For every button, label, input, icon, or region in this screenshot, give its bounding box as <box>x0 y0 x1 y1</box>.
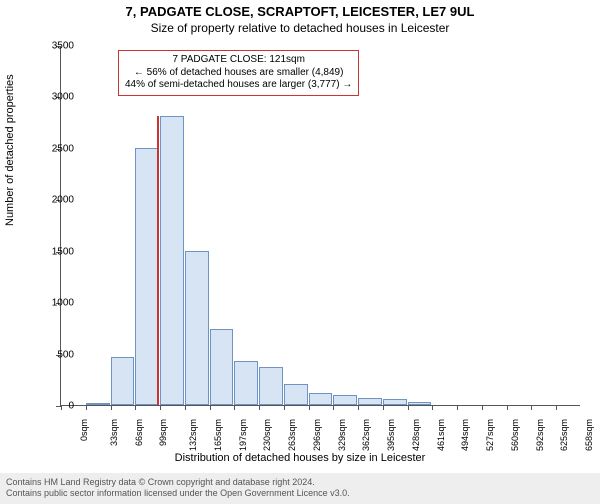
y-tick-label: 500 <box>57 349 74 360</box>
x-tick-label: 428sqm <box>411 419 421 451</box>
x-tick <box>432 405 433 410</box>
x-tick <box>358 405 359 410</box>
histogram-bar <box>383 399 407 405</box>
x-tick-label: 658sqm <box>584 419 594 451</box>
histogram-bar <box>358 398 382 405</box>
y-tick-label: 1000 <box>52 298 74 309</box>
y-tick-label: 2000 <box>52 195 74 206</box>
x-tick <box>531 405 532 410</box>
histogram-bar <box>111 357 135 405</box>
x-tick-label: 230sqm <box>262 419 272 451</box>
histogram-bar <box>160 116 184 405</box>
x-tick-label: 99sqm <box>158 419 168 446</box>
x-tick <box>284 405 285 410</box>
x-tick-label: 33sqm <box>109 419 119 446</box>
y-tick-label: 3500 <box>52 41 74 52</box>
footer: Contains HM Land Registry data © Crown c… <box>0 473 600 504</box>
x-tick-label: 592sqm <box>535 419 545 451</box>
x-tick-label: 362sqm <box>361 419 371 451</box>
x-tick <box>86 405 87 410</box>
x-tick-label: 527sqm <box>485 419 495 451</box>
x-tick-label: 66sqm <box>134 419 144 446</box>
annotation-box: 7 PADGATE CLOSE: 121sqm ← 56% of detache… <box>118 50 359 96</box>
histogram-bar <box>234 361 258 405</box>
x-tick <box>408 405 409 410</box>
y-tick-label: 2500 <box>52 143 74 154</box>
y-tick-label: 1500 <box>52 246 74 257</box>
x-tick <box>135 405 136 410</box>
x-tick <box>482 405 483 410</box>
y-axis-title: Number of detached properties <box>4 74 16 226</box>
property-marker-line <box>157 116 159 405</box>
x-tick <box>234 405 235 410</box>
histogram-bar <box>408 402 432 405</box>
page-title: 7, PADGATE CLOSE, SCRAPTOFT, LEICESTER, … <box>0 4 600 19</box>
x-tick-label: 197sqm <box>238 419 248 451</box>
histogram-bar <box>210 329 234 405</box>
footer-line-2: Contains public sector information licen… <box>6 488 594 500</box>
x-tick <box>61 405 62 410</box>
x-axis-title: Distribution of detached houses by size … <box>0 452 600 464</box>
histogram-chart: 0sqm33sqm66sqm99sqm132sqm165sqm197sqm230… <box>60 46 580 406</box>
histogram-bar <box>309 393 333 405</box>
x-tick-label: 625sqm <box>560 419 570 451</box>
x-tick <box>333 405 334 410</box>
x-tick-label: 461sqm <box>436 419 446 451</box>
x-tick <box>383 405 384 410</box>
x-tick-label: 296sqm <box>312 419 322 451</box>
annotation-line-1: 7 PADGATE CLOSE: 121sqm <box>125 54 352 67</box>
histogram-bar <box>333 395 357 405</box>
annotation-line-3: 44% of semi-detached houses are larger (… <box>125 79 352 92</box>
histogram-bar <box>135 148 159 405</box>
y-tick-label: 0 <box>68 401 74 412</box>
x-tick <box>185 405 186 410</box>
x-tick-label: 395sqm <box>386 419 396 451</box>
x-tick <box>160 405 161 410</box>
x-tick <box>507 405 508 410</box>
x-tick <box>259 405 260 410</box>
x-tick-label: 132sqm <box>188 419 198 451</box>
histogram-bar <box>284 384 308 405</box>
x-tick <box>457 405 458 410</box>
x-tick-label: 0sqm <box>79 419 89 441</box>
x-tick-label: 560sqm <box>510 419 520 451</box>
x-tick <box>556 405 557 410</box>
x-tick-label: 329sqm <box>337 419 347 451</box>
x-tick <box>210 405 211 410</box>
annotation-line-2: ← 56% of detached houses are smaller (4,… <box>125 67 352 80</box>
x-tick-label: 494sqm <box>460 419 470 451</box>
footer-line-1: Contains HM Land Registry data © Crown c… <box>6 477 594 489</box>
histogram-bar <box>185 251 209 405</box>
x-tick-label: 263sqm <box>287 419 297 451</box>
page-subtitle: Size of property relative to detached ho… <box>0 21 600 35</box>
x-tick-label: 165sqm <box>213 419 223 451</box>
histogram-bar <box>259 367 283 405</box>
x-tick <box>309 405 310 410</box>
histogram-bar <box>86 403 110 405</box>
y-tick-label: 3000 <box>52 92 74 103</box>
x-tick <box>111 405 112 410</box>
